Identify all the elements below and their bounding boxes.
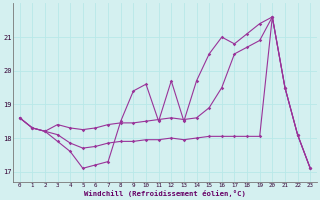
X-axis label: Windchill (Refroidissement éolien,°C): Windchill (Refroidissement éolien,°C) (84, 190, 246, 197)
